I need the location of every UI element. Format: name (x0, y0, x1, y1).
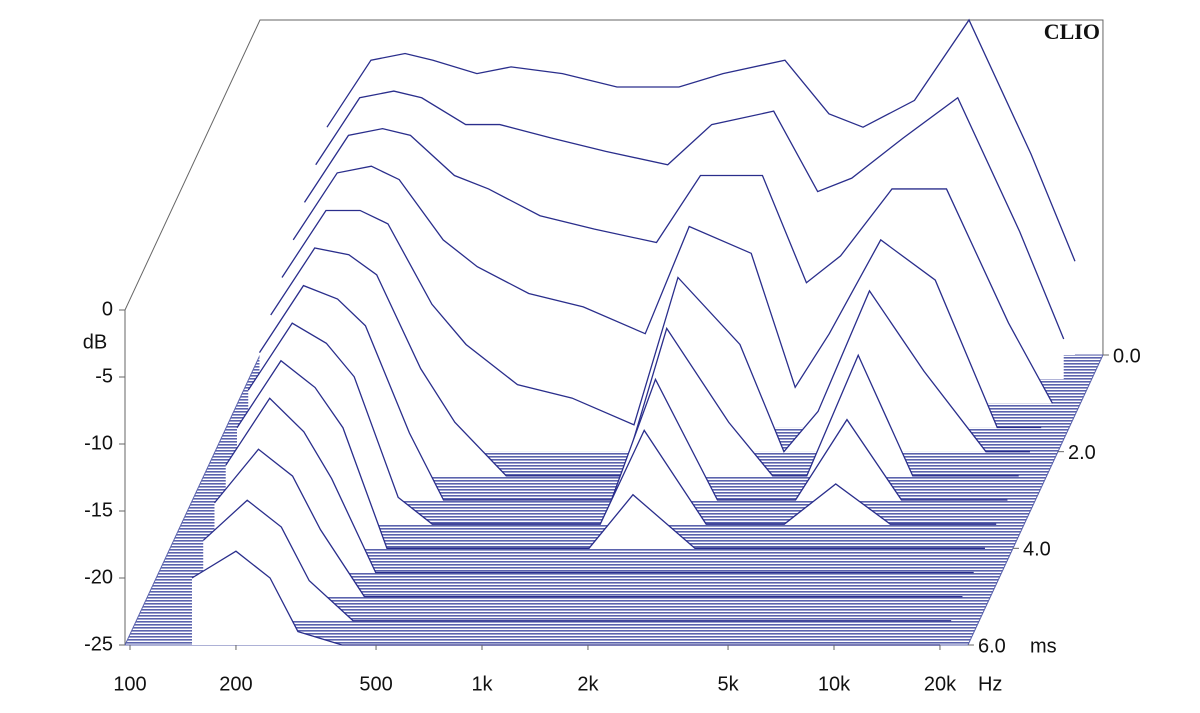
x-tick-label: 5k (717, 673, 739, 695)
x-unit: Hz (978, 673, 1002, 695)
decay-slice (202, 499, 952, 622)
x-tick-label: 10k (818, 673, 851, 695)
y-tick-label: 0 (102, 298, 113, 320)
decay-slice (236, 359, 985, 549)
z-tick-label: 6.0 (978, 635, 1006, 657)
y-tick-label: -5 (95, 365, 113, 387)
decay-slice (315, 90, 1065, 340)
x-tick-label: 200 (219, 673, 252, 695)
decay-slice (247, 322, 997, 525)
x-tick-label: 1k (471, 673, 493, 695)
y-tick-label: -15 (84, 499, 113, 521)
x-tick-label: 20k (924, 673, 957, 695)
x-tick-label: 2k (577, 673, 599, 695)
y-tick-label: -10 (84, 432, 113, 454)
z-tick-label: 0.0 (1113, 345, 1141, 367)
slice-occluder (191, 551, 940, 645)
x-tick-label: 100 (113, 673, 146, 695)
decay-slice (225, 397, 974, 574)
decay-slice (326, 18, 1076, 262)
decay-slice (281, 209, 1030, 453)
z-tick-label: 2.0 (1068, 442, 1096, 464)
y-axis-label: dB (83, 331, 107, 353)
decay-slice (191, 550, 940, 646)
frame (124, 19, 1104, 355)
y-tick-label: -25 (84, 633, 113, 655)
brand: CLIO (1044, 19, 1100, 44)
decay-slice (213, 448, 963, 598)
z-tick-label: 4.0 (1023, 539, 1051, 561)
decay-slice (292, 165, 1042, 429)
y-tick-label: -20 (84, 566, 113, 588)
decay-slice (303, 127, 1054, 404)
z-unit: ms (1030, 635, 1057, 657)
x-tick-label: 500 (359, 673, 392, 695)
